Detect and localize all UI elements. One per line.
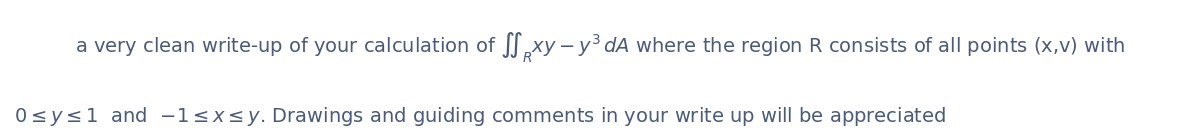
Text: a very clean write-up of your calculation of $\int \!\!\int_R xy - y^3 \, dA$ wh: a very clean write-up of your calculatio… — [74, 31, 1126, 65]
Text: $0 \leq y \leq 1$  and  $-1 \leq x \leq y$. Drawings and guiding comments in you: $0 \leq y \leq 1$ and $-1 \leq x \leq y$… — [14, 105, 947, 128]
